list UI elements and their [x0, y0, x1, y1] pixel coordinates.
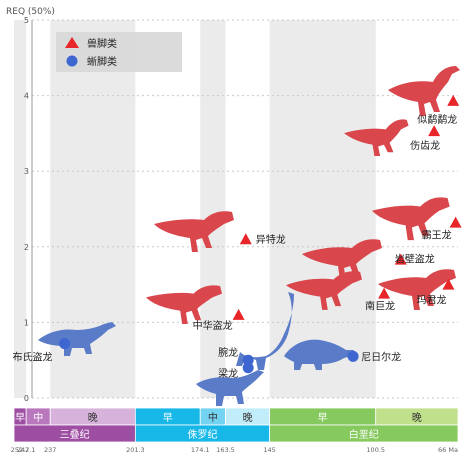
data-point-label: 布氏盗龙 [13, 351, 53, 364]
y-axis-label: REQ (50%) [6, 7, 55, 17]
period-label: 白垩纪 [349, 428, 379, 441]
data-point-triangle [449, 216, 462, 228]
data-point-triangle [239, 233, 252, 245]
geologic-timescale: 早中晚早中晚早晚三叠纪 侏罗纪 白垩纪 [13, 407, 459, 443]
epoch-label: 中 [33, 411, 43, 424]
sauropod-silhouette-icon [196, 370, 264, 406]
epoch-band [200, 20, 226, 398]
boundary-label: 247.1 [17, 446, 36, 454]
sauropod-silhouette-icon [236, 292, 294, 370]
y-axis: REQ (50%) [6, 7, 55, 398]
sauropod-silhouette-icon [284, 339, 354, 370]
boundary-label: 237 [44, 446, 56, 454]
data-point-label: 中华盗龙 [193, 319, 233, 332]
boundary-label: 100.5 [366, 446, 385, 454]
y-tick-label: 2 [24, 243, 29, 252]
boundary-label: 163.5 [216, 446, 235, 454]
data-point-triangle [428, 125, 441, 137]
legend-label-theropod: 兽脚类 [87, 37, 117, 50]
y-tick-label: 4 [24, 92, 29, 101]
epoch-label: 晚 [412, 412, 422, 424]
data-point-label: 尼日尔龙 [361, 350, 401, 363]
period-label: 三叠纪 [60, 429, 90, 441]
epoch-label: 晚 [88, 412, 98, 424]
boundary-label: 66 Ma [438, 446, 458, 454]
y-tick-label: 5 [24, 16, 29, 25]
data-point-label: 霸王龙 [422, 229, 452, 242]
y-tick-label: 0 [24, 394, 29, 403]
data-point-triangle [394, 253, 407, 265]
epoch-band [14, 20, 27, 398]
y-gridlines [32, 19, 458, 399]
sauropod-silhouette-icon [38, 322, 116, 356]
epoch-label: 早 [318, 412, 328, 424]
theropod-silhouette-icon [378, 269, 456, 310]
y-tick-label: 3 [24, 167, 29, 176]
data-point-circle [242, 362, 254, 374]
data-point-label: 似鹬鹬龙 [417, 113, 457, 126]
data-point-label: 玛君龙 [416, 294, 446, 307]
data-point-label: 岩壁盗龙 [395, 253, 435, 266]
boundary-label: 252.2 [11, 446, 30, 454]
period-cell [269, 424, 459, 443]
y-tick-label: 1 [24, 318, 29, 327]
epoch-label: 早 [15, 412, 25, 424]
period-label: 侏罗纪 [187, 429, 217, 441]
epoch-label: 早 [163, 412, 173, 424]
boundary-label: 201.3 [126, 446, 145, 454]
data-point-circle [59, 338, 71, 350]
theropod-silhouette-icon [302, 239, 382, 280]
boundary-label: 145 [263, 446, 275, 454]
theropod-silhouette-icon [146, 285, 222, 324]
data-point-label: 腕龙 [218, 346, 238, 359]
data-point-triangle [378, 287, 391, 299]
epoch-label: 中 [208, 411, 218, 424]
data-point-triangle [442, 278, 455, 290]
data-point-triangle [447, 94, 460, 106]
data-point-circle [347, 350, 359, 362]
data-point-label: 南巨龙 [365, 300, 395, 313]
data-point-label: 异特龙 [256, 233, 286, 246]
legend-label-sauropod: 蜥脚类 [87, 55, 117, 68]
data-points [59, 94, 462, 374]
dinosaur-silhouettes [38, 66, 460, 406]
theropod-silhouette-icon [154, 211, 234, 252]
legend-triangle-icon [65, 37, 79, 48]
epoch-label: 晚 [243, 412, 253, 424]
boundary-label: 174.1 [191, 446, 210, 454]
theropod-silhouette-icon [344, 119, 409, 156]
y-tick-labels: 0 1 2 3 4 5 [24, 16, 29, 403]
data-point-circle [242, 354, 254, 366]
legend-circle-icon [66, 55, 78, 67]
data-point-label: 梁龙 [218, 367, 238, 380]
legend: 兽脚类 蜥脚类 [56, 32, 182, 72]
theropod-silhouette-icon [286, 271, 362, 310]
data-point-triangle [232, 308, 245, 320]
theropod-silhouette-icon [388, 66, 460, 116]
legend-box [56, 32, 182, 72]
theropod-silhouette-icon [372, 197, 450, 241]
data-point-label: 伤齿龙 [410, 139, 440, 152]
